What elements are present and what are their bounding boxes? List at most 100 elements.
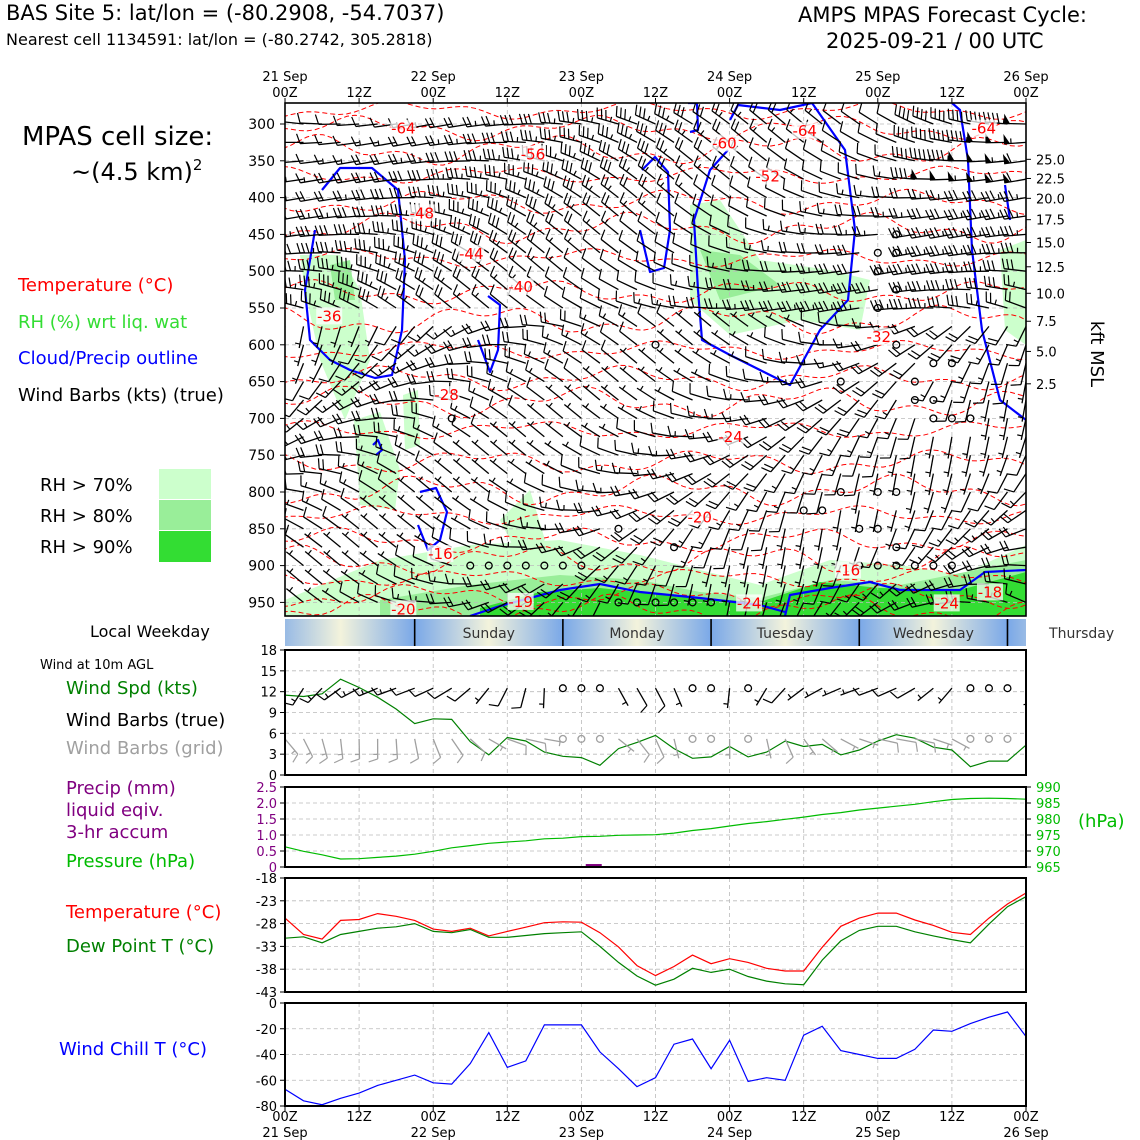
barb-flag xyxy=(799,201,802,212)
barb-flag xyxy=(357,453,360,465)
rh-region-70 xyxy=(1000,240,1026,345)
barb-staff xyxy=(723,547,731,569)
barb-flag xyxy=(332,191,338,201)
barb-staff xyxy=(308,381,323,400)
barb-half-flag xyxy=(387,228,390,234)
barb-flag xyxy=(314,134,320,145)
barb-flag xyxy=(432,757,441,765)
barb-staff xyxy=(347,344,360,365)
wind-barb xyxy=(665,491,693,505)
cloud-outline xyxy=(476,295,502,374)
wind-barb xyxy=(763,473,786,494)
barb-half-flag xyxy=(814,545,820,548)
wind-barb xyxy=(470,413,490,438)
barb-flag xyxy=(622,158,628,169)
wind-barb xyxy=(635,565,657,586)
barb-staff xyxy=(977,491,990,512)
barb-staff xyxy=(727,225,749,236)
wind-barb xyxy=(873,487,882,497)
barb-staff xyxy=(849,436,860,457)
barb-staff xyxy=(738,510,749,531)
calm-circle xyxy=(688,734,697,743)
barb-flag xyxy=(295,422,304,431)
wind-barb xyxy=(543,460,564,475)
wind-barb xyxy=(526,229,545,254)
barb-staff xyxy=(450,517,471,530)
barb-flag xyxy=(464,351,468,362)
wind-barb xyxy=(794,565,805,588)
barb-flag xyxy=(794,379,802,389)
barb-half-flag xyxy=(943,471,949,474)
wind-barb xyxy=(577,583,601,603)
barb-half-flag xyxy=(773,505,779,509)
barb-flag xyxy=(834,204,838,215)
wind-barb xyxy=(394,544,415,567)
barb-half-flag xyxy=(270,551,273,555)
barb-flag xyxy=(637,211,643,222)
barb-staff xyxy=(560,318,582,328)
barb-flag xyxy=(278,244,282,254)
barb-flag xyxy=(814,244,820,255)
legend-wind: Wind Barbs (kts) (true) xyxy=(18,385,224,406)
wind-barb xyxy=(518,113,545,125)
barb-half-flag xyxy=(492,421,497,426)
barb-staff xyxy=(543,351,564,364)
wind-barb xyxy=(668,295,693,309)
barb-flag xyxy=(412,546,416,557)
wind-barb xyxy=(842,455,860,477)
barb-flag xyxy=(832,283,839,294)
barb-staff xyxy=(377,478,397,493)
wind-barb xyxy=(636,230,656,254)
barb-flag xyxy=(491,215,496,226)
barb-flag xyxy=(851,226,857,237)
barb-staff xyxy=(596,469,619,475)
barb-flag xyxy=(970,382,982,385)
barb-half-flag xyxy=(785,226,788,232)
barb-flag xyxy=(639,123,644,134)
barb-staff xyxy=(454,687,471,702)
barb-flag xyxy=(280,276,282,286)
wind-barb xyxy=(466,181,489,199)
wind-barb xyxy=(892,285,901,294)
wind-barb xyxy=(614,439,638,456)
barb-flag xyxy=(381,222,384,233)
barb-half-flag xyxy=(638,405,642,411)
wind-barb xyxy=(726,602,731,616)
wind-barb xyxy=(617,249,638,272)
barb-flag xyxy=(295,173,301,184)
barb-staff xyxy=(411,380,434,385)
barb-staff xyxy=(887,418,897,439)
barb-flag xyxy=(785,119,791,130)
barb-staff xyxy=(763,307,786,312)
barb-flag xyxy=(487,212,492,224)
panel-tick-label: 6 xyxy=(269,727,277,742)
barb-flag xyxy=(671,381,675,392)
barb-flag xyxy=(655,120,660,131)
barb-half-flag xyxy=(960,230,963,236)
barb-half-flag xyxy=(609,116,613,122)
barb-staff xyxy=(746,206,767,217)
barb-half-flag xyxy=(417,533,422,539)
barb-staff xyxy=(634,280,656,291)
barb-staff xyxy=(469,223,490,235)
barb-flag xyxy=(305,242,310,254)
barb-staff xyxy=(1007,509,1026,524)
barb-flag xyxy=(667,521,678,527)
wind-barb xyxy=(350,396,378,408)
barb-staff xyxy=(635,260,656,272)
wind-barb xyxy=(594,565,619,584)
barb-flag xyxy=(723,388,727,400)
barb-half-flag xyxy=(644,166,649,172)
barb-flag xyxy=(855,606,865,614)
barb-staff xyxy=(564,385,582,401)
barb-flag xyxy=(781,469,792,475)
barb-flag xyxy=(487,378,492,390)
barb-half-flag xyxy=(293,360,299,363)
temperature-isotherm xyxy=(285,211,1026,245)
wind-barb xyxy=(390,404,415,420)
barb-flag xyxy=(299,208,306,219)
barb-staff xyxy=(800,307,823,313)
wind-barb xyxy=(334,239,360,254)
barb-flag xyxy=(518,113,523,124)
wind-barb xyxy=(285,586,304,603)
